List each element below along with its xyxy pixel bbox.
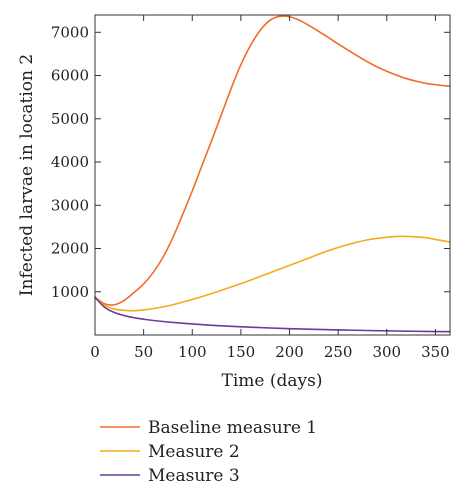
y-tick-label: 2000	[51, 240, 89, 258]
y-axis: 1000 2000 3000 4000 5000 6000 7000	[51, 23, 450, 301]
y-tick-label: 5000	[51, 110, 89, 128]
y-tick-label: 6000	[51, 67, 89, 85]
y-axis-title: Infected larvae in location 2	[17, 54, 37, 296]
legend-label-3: Measure 3	[148, 466, 240, 486]
x-tick-label: 250	[324, 343, 353, 361]
y-tick-label: 4000	[51, 153, 89, 171]
series-line-1	[94, 15, 451, 306]
plot-frame	[94, 14, 451, 336]
series-line-2	[94, 235, 451, 312]
legend-label-2: Measure 2	[148, 442, 240, 462]
y-tick-label: 1000	[51, 283, 89, 301]
x-tick-label: 200	[275, 343, 304, 361]
x-axis: 0 50 100 150 200 250 300 350	[90, 15, 450, 361]
x-tick-label: 150	[227, 343, 256, 361]
x-tick-label: 350	[421, 343, 450, 361]
y-tick-label: 3000	[51, 196, 89, 214]
x-tick-label: 100	[178, 343, 207, 361]
x-tick-label: 0	[90, 343, 100, 361]
plot-lines	[94, 15, 451, 333]
x-axis-title: Time (days)	[222, 371, 323, 391]
legend-label-1: Baseline measure 1	[148, 418, 317, 438]
x-tick-label: 300	[372, 343, 401, 361]
series-line-3	[94, 296, 451, 333]
legend: Baseline measure 1 Measure 2 Measure 3	[100, 418, 317, 486]
y-tick-label: 7000	[51, 23, 89, 41]
x-tick-label: 50	[134, 343, 153, 361]
